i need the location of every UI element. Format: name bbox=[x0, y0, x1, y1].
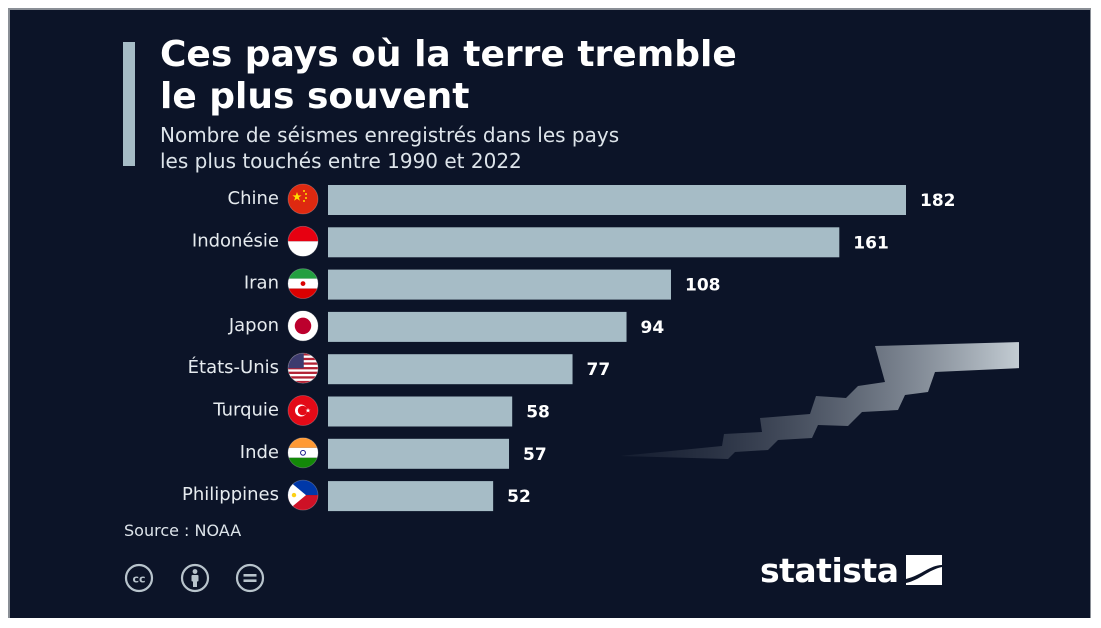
bar-value-label: 58 bbox=[526, 403, 550, 423]
chart-subtitle: Nombre de séismes enregistrés dans les p… bbox=[160, 122, 920, 174]
category-label: Japon bbox=[228, 315, 279, 336]
creative-commons-icon[interactable]: cc bbox=[124, 563, 154, 593]
no-derivatives-icon[interactable] bbox=[235, 563, 265, 593]
bar-value-label: 57 bbox=[523, 445, 547, 465]
bar bbox=[328, 354, 573, 385]
category-label: Turquie bbox=[212, 400, 279, 421]
attribution-icon[interactable] bbox=[180, 563, 210, 593]
chart-title-line-2: le plus souvent bbox=[160, 76, 470, 117]
china-flag-icon bbox=[287, 183, 319, 215]
category-label: Iran bbox=[244, 273, 279, 294]
bar-value-label: 161 bbox=[853, 233, 889, 253]
category-label: Chine bbox=[228, 188, 279, 209]
source-note: Source : NOAA bbox=[124, 521, 242, 540]
bar bbox=[328, 438, 510, 469]
svg-text:cc: cc bbox=[132, 573, 145, 586]
statista-logo-icon bbox=[906, 555, 943, 585]
category-label: Philippines bbox=[182, 484, 279, 505]
bar-value-label: 77 bbox=[587, 360, 611, 380]
india-flag-icon bbox=[287, 437, 319, 469]
turkey-flag-icon bbox=[287, 395, 319, 426]
usa-flag-icon bbox=[287, 352, 319, 384]
bar-value-label: 108 bbox=[685, 276, 721, 296]
philippines-flag-icon bbox=[287, 479, 319, 511]
bar bbox=[328, 481, 494, 512]
statista-brand[interactable]: statista bbox=[760, 550, 943, 590]
bars: 182 Chine 161 Indonésie 108 Iran 94 Japon 77 État… bbox=[182, 183, 956, 512]
japan-flag-icon bbox=[287, 310, 319, 342]
bar bbox=[328, 185, 906, 215]
bar-value-label: 94 bbox=[641, 318, 665, 338]
iran-flag-icon bbox=[287, 268, 319, 300]
bar bbox=[328, 227, 840, 258]
bar-value-label: 52 bbox=[507, 487, 531, 507]
earthquake-crack-decoration bbox=[620, 342, 1019, 459]
category-label: Indonésie bbox=[192, 230, 279, 251]
bar-value-label: 182 bbox=[920, 191, 956, 211]
chart-title: Ces pays où la terre tremble le plus sou… bbox=[160, 34, 980, 118]
chart-title-line-1: Ces pays où la terre tremble bbox=[160, 34, 737, 75]
statista-wordmark: statista bbox=[760, 550, 899, 590]
bar bbox=[328, 269, 671, 300]
title-accent-bar bbox=[123, 42, 135, 166]
chart-subtitle-line-2: les plus touchés entre 1990 et 2022 bbox=[160, 149, 522, 173]
category-label: États-Unis bbox=[188, 356, 279, 378]
indonesia-flag-icon bbox=[287, 225, 319, 257]
category-label: Inde bbox=[240, 442, 279, 463]
bar bbox=[328, 311, 627, 342]
bar bbox=[328, 396, 513, 427]
chart-subtitle-line-1: Nombre de séismes enregistrés dans les p… bbox=[160, 123, 620, 147]
